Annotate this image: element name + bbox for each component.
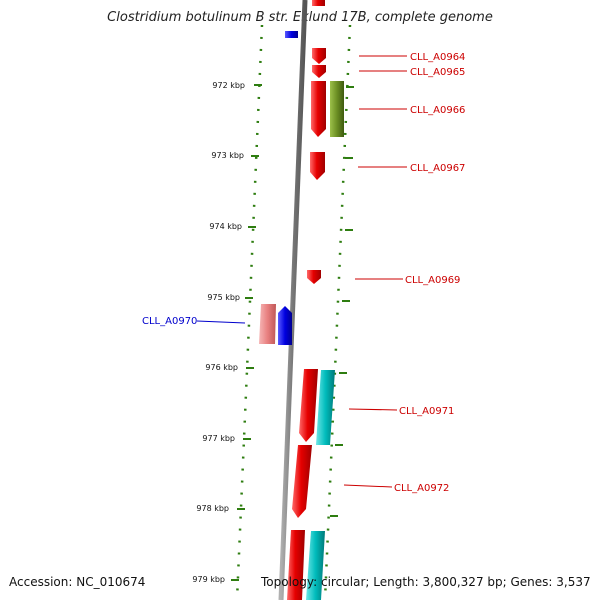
cyan-feature-upper[interactable] — [316, 370, 335, 445]
gene-arrow-cll-a0966[interactable] — [311, 81, 326, 137]
tick-label-972: 972 kbp — [212, 81, 245, 90]
leader-cll-a0971 — [348, 408, 398, 411]
tick-label-973: 973 kbp — [211, 151, 244, 160]
gene-arrow-top-cut[interactable] — [312, 0, 325, 6]
pink-feature[interactable] — [259, 304, 276, 344]
gene-label-cll-a0964[interactable]: CLL_A0964 — [410, 52, 465, 63]
tick-label-978: 978 kbp — [196, 504, 229, 513]
outer-ticks — [330, 86, 354, 517]
gene-label-cll-a0965[interactable]: CLL_A0965 — [410, 67, 465, 78]
tick-label-974: 974 kbp — [209, 222, 242, 231]
gene-label-cll-a0966[interactable]: CLL_A0966 — [410, 105, 465, 116]
gene-arrow-cll-a0964[interactable] — [312, 48, 326, 64]
gene-arrow-cll-a0972[interactable] — [292, 445, 312, 518]
gene-arrow-cll-a0965[interactable] — [312, 65, 326, 78]
accession-text: Accession: NC_010674 — [9, 575, 146, 589]
page-title: Clostridium botulinum B str. Eklund 17B,… — [107, 10, 493, 25]
gene-arrow-cll-a0967[interactable] — [310, 152, 325, 180]
tick-label-976: 976 kbp — [205, 363, 238, 372]
inner-dotted-arc — [235, 24, 264, 600]
tick-label-975: 975 kbp — [207, 293, 240, 302]
leader-cll-a0972 — [343, 484, 393, 488]
tick-label-979: 979 kbp — [192, 575, 225, 584]
backbone-line — [278, 0, 308, 600]
gene-label-cll-a0970[interactable]: CLL_A0970 — [142, 316, 197, 327]
leader-cll-a0970 — [196, 320, 246, 324]
gene-arrow-cll-a0969[interactable] — [307, 270, 321, 284]
gene-arrow-cll-a0970[interactable] — [278, 306, 292, 345]
cyan-feature-lower[interactable] — [306, 531, 325, 600]
gene-arrow-top-blue[interactable] — [285, 31, 298, 38]
gene-arrow-cll-a0971[interactable] — [299, 369, 318, 442]
gene-label-cll-a0967[interactable]: CLL_A0967 — [410, 163, 465, 174]
inner-ticks — [231, 84, 262, 581]
gene-label-cll-a0971[interactable]: CLL_A0971 — [399, 406, 454, 417]
olive-feature[interactable] — [330, 81, 344, 137]
gene-arrow-bottom[interactable] — [287, 530, 305, 600]
tick-label-977: 977 kbp — [202, 434, 235, 443]
gene-label-cll-a0969[interactable]: CLL_A0969 — [405, 275, 460, 286]
gene-label-cll-a0972[interactable]: CLL_A0972 — [394, 483, 449, 494]
genome-stats-text: Topology: circular; Length: 3,800,327 bp… — [261, 575, 591, 589]
